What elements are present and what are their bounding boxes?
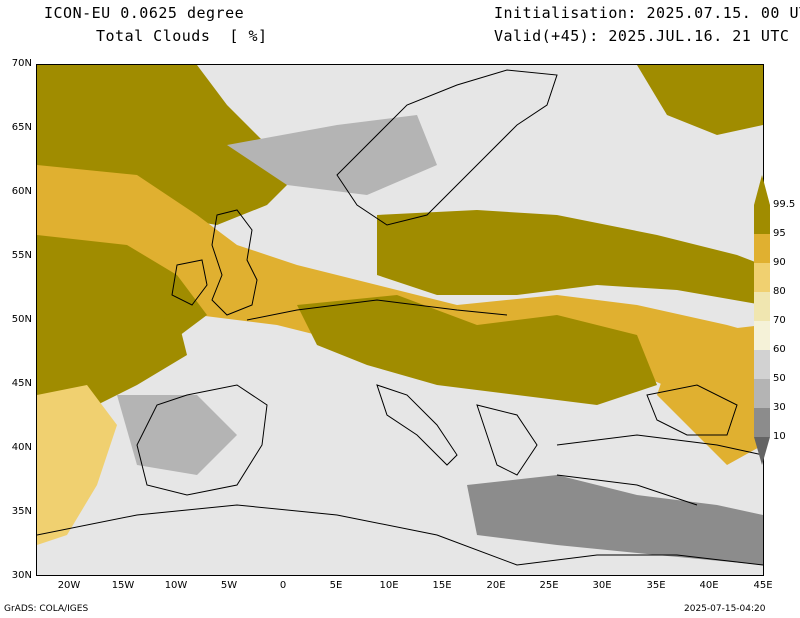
lat-label-65n: 65N	[11, 122, 32, 133]
lon-label-15w: 15W	[111, 580, 135, 591]
colorbar-label-60: 60	[773, 344, 786, 355]
lat-label-45n: 45N	[11, 378, 32, 389]
lon-label-35e: 35E	[646, 580, 666, 591]
lat-label-50n: 50N	[11, 314, 32, 325]
field-title: Total Clouds [ %]	[96, 27, 268, 45]
coast-balkans	[476, 404, 538, 476]
colorbar-label-99-5: 99.5	[773, 199, 796, 210]
colorbar-label-50: 50	[773, 373, 786, 384]
cloud-mid-west-iberia	[37, 385, 117, 545]
lat-label-40n: 40N	[11, 442, 32, 453]
colorbar-label-80: 80	[773, 286, 786, 297]
coast-scandinavia	[336, 69, 558, 226]
lat-label-55n: 55N	[11, 250, 32, 261]
colorbar-swatch-50	[754, 379, 770, 408]
colorbar-swatch-95	[754, 234, 770, 263]
colorbar-label-70: 70	[773, 315, 786, 326]
coast-turkey-north	[556, 434, 764, 456]
cloud-field-layer	[37, 65, 763, 565]
coast-italy	[376, 384, 458, 466]
colorbar-label-30: 30	[773, 402, 786, 413]
colorbar-label-10: 10	[773, 431, 786, 442]
coast-black-sea	[646, 384, 738, 436]
colorbar-label-95: 95	[773, 228, 786, 239]
colorbar	[754, 175, 770, 465]
cloud-grey-norway-sea	[227, 115, 437, 195]
coast-great-britain	[211, 209, 258, 316]
colorbar-swatch-99-5	[754, 205, 770, 234]
coast-iberia	[136, 384, 268, 496]
cloud-high-black-sea	[657, 325, 763, 465]
lat-label-30n: 30N	[11, 570, 32, 581]
lon-label-5w: 5W	[220, 580, 238, 591]
lon-label-20w: 20W	[57, 580, 81, 591]
lon-label-40e: 40E	[699, 580, 719, 591]
coast-turkey-south	[556, 474, 698, 506]
lat-label-60n: 60N	[11, 186, 32, 197]
cloud-cover-map	[36, 64, 764, 576]
coast-ireland	[171, 259, 208, 306]
lon-label-25e: 25E	[539, 580, 559, 591]
credit-text: GrADS: COLA/IGES	[4, 604, 89, 614]
colorbar-svg	[754, 175, 770, 465]
colorbar-swatch-80	[754, 292, 770, 321]
colorbar-swatch-90	[754, 263, 770, 292]
lon-label-45e: 45E	[753, 580, 773, 591]
coast-north-africa	[36, 504, 764, 566]
colorbar-top-arrow	[754, 175, 770, 205]
timestamp-text: 2025-07-15-04:20	[684, 604, 766, 614]
coastline-layer	[36, 69, 764, 566]
cloud-overcast-russia-north	[637, 65, 763, 135]
colorbar-swatch-30	[754, 408, 770, 437]
cloud-grey-iberia	[117, 395, 237, 475]
lon-label-15e: 15E	[432, 580, 452, 591]
coast-north-europe	[246, 299, 508, 321]
lon-label-0: 0	[279, 580, 287, 591]
lon-label-5e: 5E	[329, 580, 343, 591]
map-canvas	[36, 65, 764, 575]
cloud-overcast-central-europe	[297, 295, 657, 405]
colorbar-swatch-70	[754, 321, 770, 350]
colorbar-bottom-arrow	[754, 437, 770, 465]
colorbar-label-90: 90	[773, 257, 786, 268]
model-title: ICON-EU 0.0625 degree	[44, 4, 245, 22]
lon-label-10w: 10W	[164, 580, 188, 591]
cloud-dark-mediterranean-east	[467, 475, 763, 565]
lat-label-35n: 35N	[11, 506, 32, 517]
init-time: Initialisation: 2025.07.15. 00 UTC	[494, 4, 800, 22]
cloud-overcast-baltic	[377, 210, 763, 305]
lon-label-10e: 10E	[379, 580, 399, 591]
lon-label-30e: 30E	[592, 580, 612, 591]
lat-label-70n: 70N	[11, 58, 32, 69]
colorbar-swatch-60	[754, 350, 770, 379]
valid-time: Valid(+45): 2025.JUL.16. 21 UTC	[494, 27, 790, 45]
lon-label-20e: 20E	[486, 580, 506, 591]
